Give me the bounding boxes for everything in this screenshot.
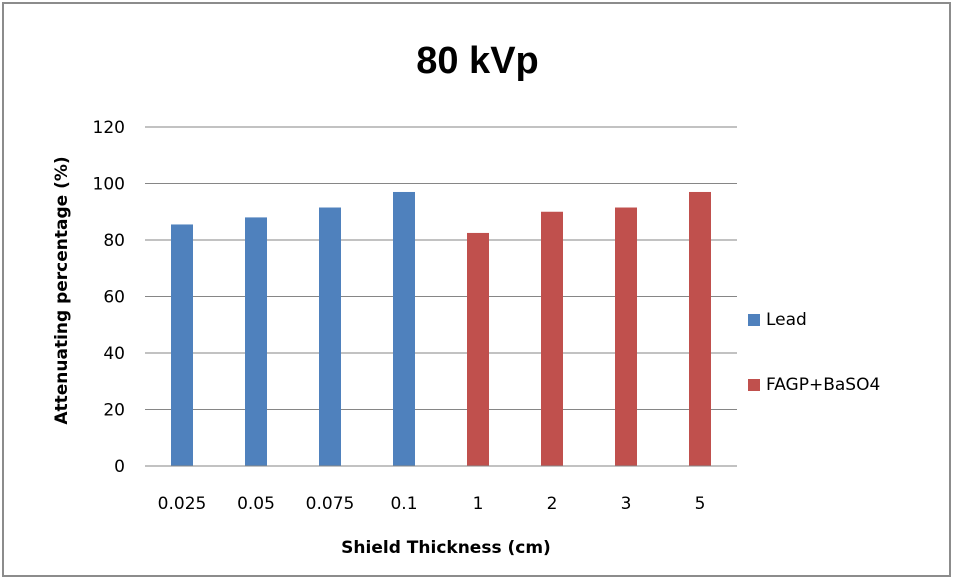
y-tick-label: 40 — [103, 344, 125, 364]
y-tick-label: 20 — [103, 401, 125, 421]
legend-item-lead: Lead — [748, 308, 880, 332]
x-tick-label: 0.1 — [390, 494, 417, 514]
bar-lead-0.025 — [171, 224, 193, 466]
x-tick-labels: 0.025 0.05 0.075 0.1 1 2 3 5 — [158, 494, 706, 514]
x-tick-label: 1 — [473, 494, 484, 514]
y-tick-label: 100 — [93, 175, 125, 195]
legend: Lead FAGP+BaSO4 — [748, 308, 880, 438]
legend-label-lead: Lead — [766, 310, 807, 330]
x-tick-label: 0.05 — [237, 494, 275, 514]
y-tick-label: 60 — [103, 288, 125, 308]
y-tick-label: 120 — [93, 118, 125, 138]
legend-swatch-fagp — [748, 379, 760, 391]
legend-label-fagp: FAGP+BaSO4 — [766, 375, 881, 395]
x-tick-label: 2 — [547, 494, 558, 514]
bar-fagp-3 — [615, 207, 637, 466]
y-tick-labels: 0 20 40 60 80 100 120 — [93, 118, 125, 477]
y-tick-label: 80 — [103, 231, 125, 251]
bar-lead-0.05 — [245, 217, 267, 466]
bars — [171, 191, 711, 466]
legend-item-fagp: FAGP+BaSO4 — [748, 373, 880, 397]
chart-title: 80 kVp — [416, 40, 539, 82]
bar-fagp-1 — [467, 232, 489, 466]
gridlines — [145, 126, 737, 410]
x-tick-label: 0.075 — [306, 494, 355, 514]
y-axis-label: Attenuating percentage (%) — [52, 156, 72, 424]
x-tick-label: 5 — [695, 494, 706, 514]
x-tick-label: 0.025 — [158, 494, 207, 514]
bar-lead-0.075 — [319, 207, 341, 466]
x-axis-label: Shield Thickness (cm) — [341, 538, 551, 558]
x-tick-label: 3 — [621, 494, 632, 514]
bar-fagp-5 — [689, 191, 711, 466]
y-tick-label: 0 — [114, 457, 125, 477]
bar-fagp-2 — [541, 211, 563, 466]
legend-swatch-lead — [748, 314, 760, 326]
bar-lead-0.1 — [393, 191, 415, 466]
